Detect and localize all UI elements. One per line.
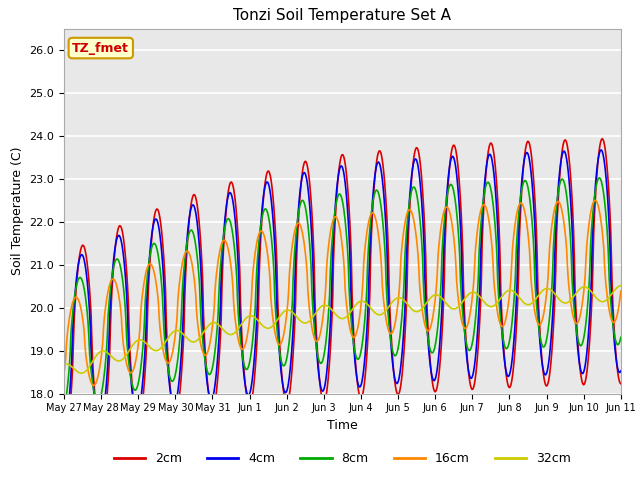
2cm <box>617 381 625 386</box>
16cm <box>128 369 136 375</box>
32cm <box>411 308 419 314</box>
32cm <box>77 370 85 376</box>
2cm <box>410 153 418 159</box>
16cm <box>70 296 78 302</box>
4cm <box>127 382 135 387</box>
16cm <box>591 197 599 203</box>
2cm <box>184 233 192 239</box>
16cm <box>185 250 193 255</box>
4cm <box>598 147 605 153</box>
32cm <box>60 361 68 367</box>
4cm <box>426 362 434 368</box>
32cm <box>185 337 193 343</box>
16cm <box>214 258 222 264</box>
Legend: 2cm, 4cm, 8cm, 16cm, 32cm: 2cm, 4cm, 8cm, 16cm, 32cm <box>109 447 576 470</box>
8cm <box>60 407 68 412</box>
16cm <box>411 223 419 229</box>
X-axis label: Time: Time <box>327 419 358 432</box>
2cm <box>127 372 135 378</box>
32cm <box>70 366 78 372</box>
32cm <box>428 294 435 300</box>
16cm <box>90 383 97 388</box>
8cm <box>595 175 603 181</box>
Line: 2cm: 2cm <box>64 139 621 445</box>
Line: 8cm: 8cm <box>64 178 621 409</box>
Line: 32cm: 32cm <box>64 286 621 373</box>
8cm <box>426 347 434 353</box>
8cm <box>70 298 78 303</box>
4cm <box>214 359 221 365</box>
4cm <box>617 368 625 374</box>
Line: 4cm: 4cm <box>64 150 621 435</box>
16cm <box>617 288 625 294</box>
32cm <box>128 343 136 349</box>
4cm <box>184 227 192 232</box>
32cm <box>214 322 222 327</box>
Text: TZ_fmet: TZ_fmet <box>72 42 129 55</box>
8cm <box>214 323 221 329</box>
2cm <box>426 360 434 365</box>
Y-axis label: Soil Temperature (C): Soil Temperature (C) <box>11 147 24 276</box>
2cm <box>598 136 606 142</box>
2cm <box>60 442 68 448</box>
8cm <box>617 335 625 340</box>
8cm <box>184 235 192 241</box>
16cm <box>428 323 435 328</box>
Title: Tonzi Soil Temperature Set A: Tonzi Soil Temperature Set A <box>234 9 451 24</box>
16cm <box>60 371 68 377</box>
Line: 16cm: 16cm <box>64 200 621 385</box>
32cm <box>617 283 625 288</box>
2cm <box>70 320 78 325</box>
2cm <box>214 380 221 385</box>
4cm <box>60 432 68 438</box>
8cm <box>127 378 135 384</box>
4cm <box>410 158 418 164</box>
4cm <box>70 303 78 309</box>
8cm <box>410 184 418 190</box>
